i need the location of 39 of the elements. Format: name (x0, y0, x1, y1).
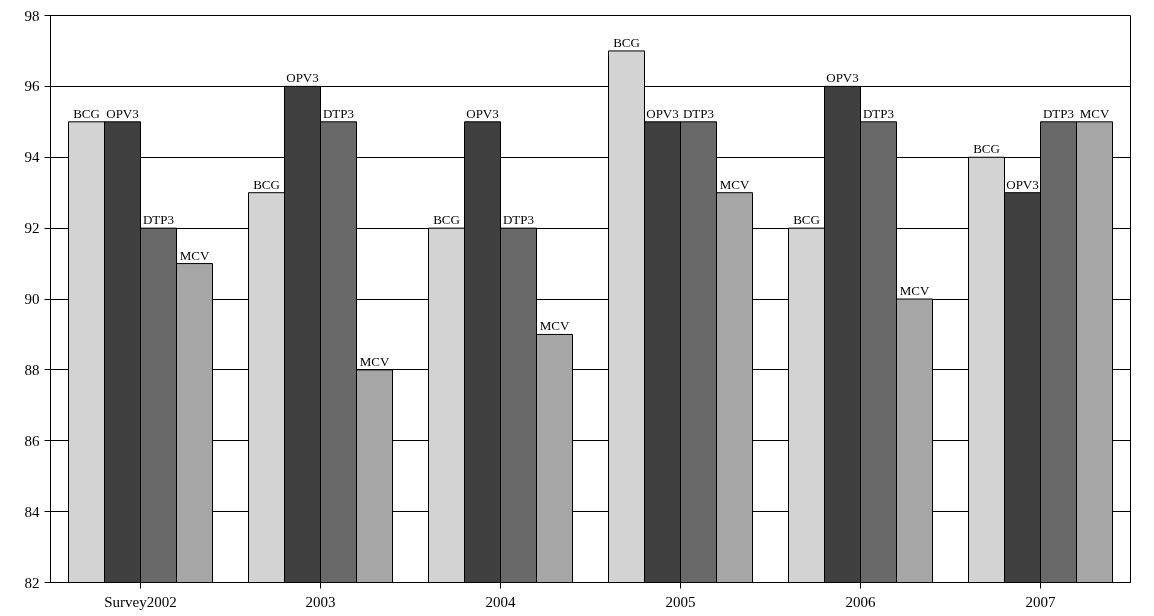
x-tick-label: 2007 (1025, 593, 1056, 610)
series-label: DTP3 (142, 212, 175, 228)
text: OPV3 (1006, 176, 1039, 192)
x-tick-label: 2006 (845, 593, 876, 610)
y-tick-label: 84 (24, 503, 40, 520)
y-tick-label: 82 (24, 574, 40, 591)
x-tick-label: 2004 (485, 593, 516, 610)
y-tick-label: 98 (24, 7, 40, 24)
x-tick-label: Survey2002 (104, 593, 177, 610)
y-tick-label: 92 (24, 220, 40, 237)
text: MCV (359, 353, 390, 369)
text: DTP3 (682, 105, 715, 121)
text: DTP3 (1042, 105, 1075, 121)
text: OPV3 (646, 105, 679, 121)
x-tick-label: 2005 (665, 593, 696, 610)
text: BCG (613, 34, 640, 50)
series-label: OPV3 (106, 105, 139, 121)
text: BCG (253, 176, 280, 192)
text: DTP3 (862, 105, 895, 121)
y-tick-label: 90 (24, 291, 40, 307)
text: OPV3 (466, 105, 499, 121)
x-tick-label: 2003 (305, 593, 336, 610)
text: BCG (973, 141, 1000, 157)
y-tick-label: 86 (24, 432, 40, 449)
text: DTP3 (502, 212, 535, 228)
text: BCG (793, 212, 820, 228)
text: MCV (539, 318, 570, 334)
text: MCV (719, 176, 750, 192)
text: BCG (433, 212, 460, 228)
y-tick-label: 88 (24, 361, 40, 378)
y-tick-label: 96 (24, 78, 40, 95)
series-label: BCG (73, 105, 100, 121)
text: OPV3 (286, 70, 319, 86)
y-tick-label: 94 (24, 149, 40, 166)
text: MCV (1079, 105, 1110, 121)
text: DTP3 (322, 105, 355, 121)
text: OPV3 (826, 70, 859, 86)
text: MCV (899, 283, 930, 298)
series-label: MCV (179, 247, 210, 263)
